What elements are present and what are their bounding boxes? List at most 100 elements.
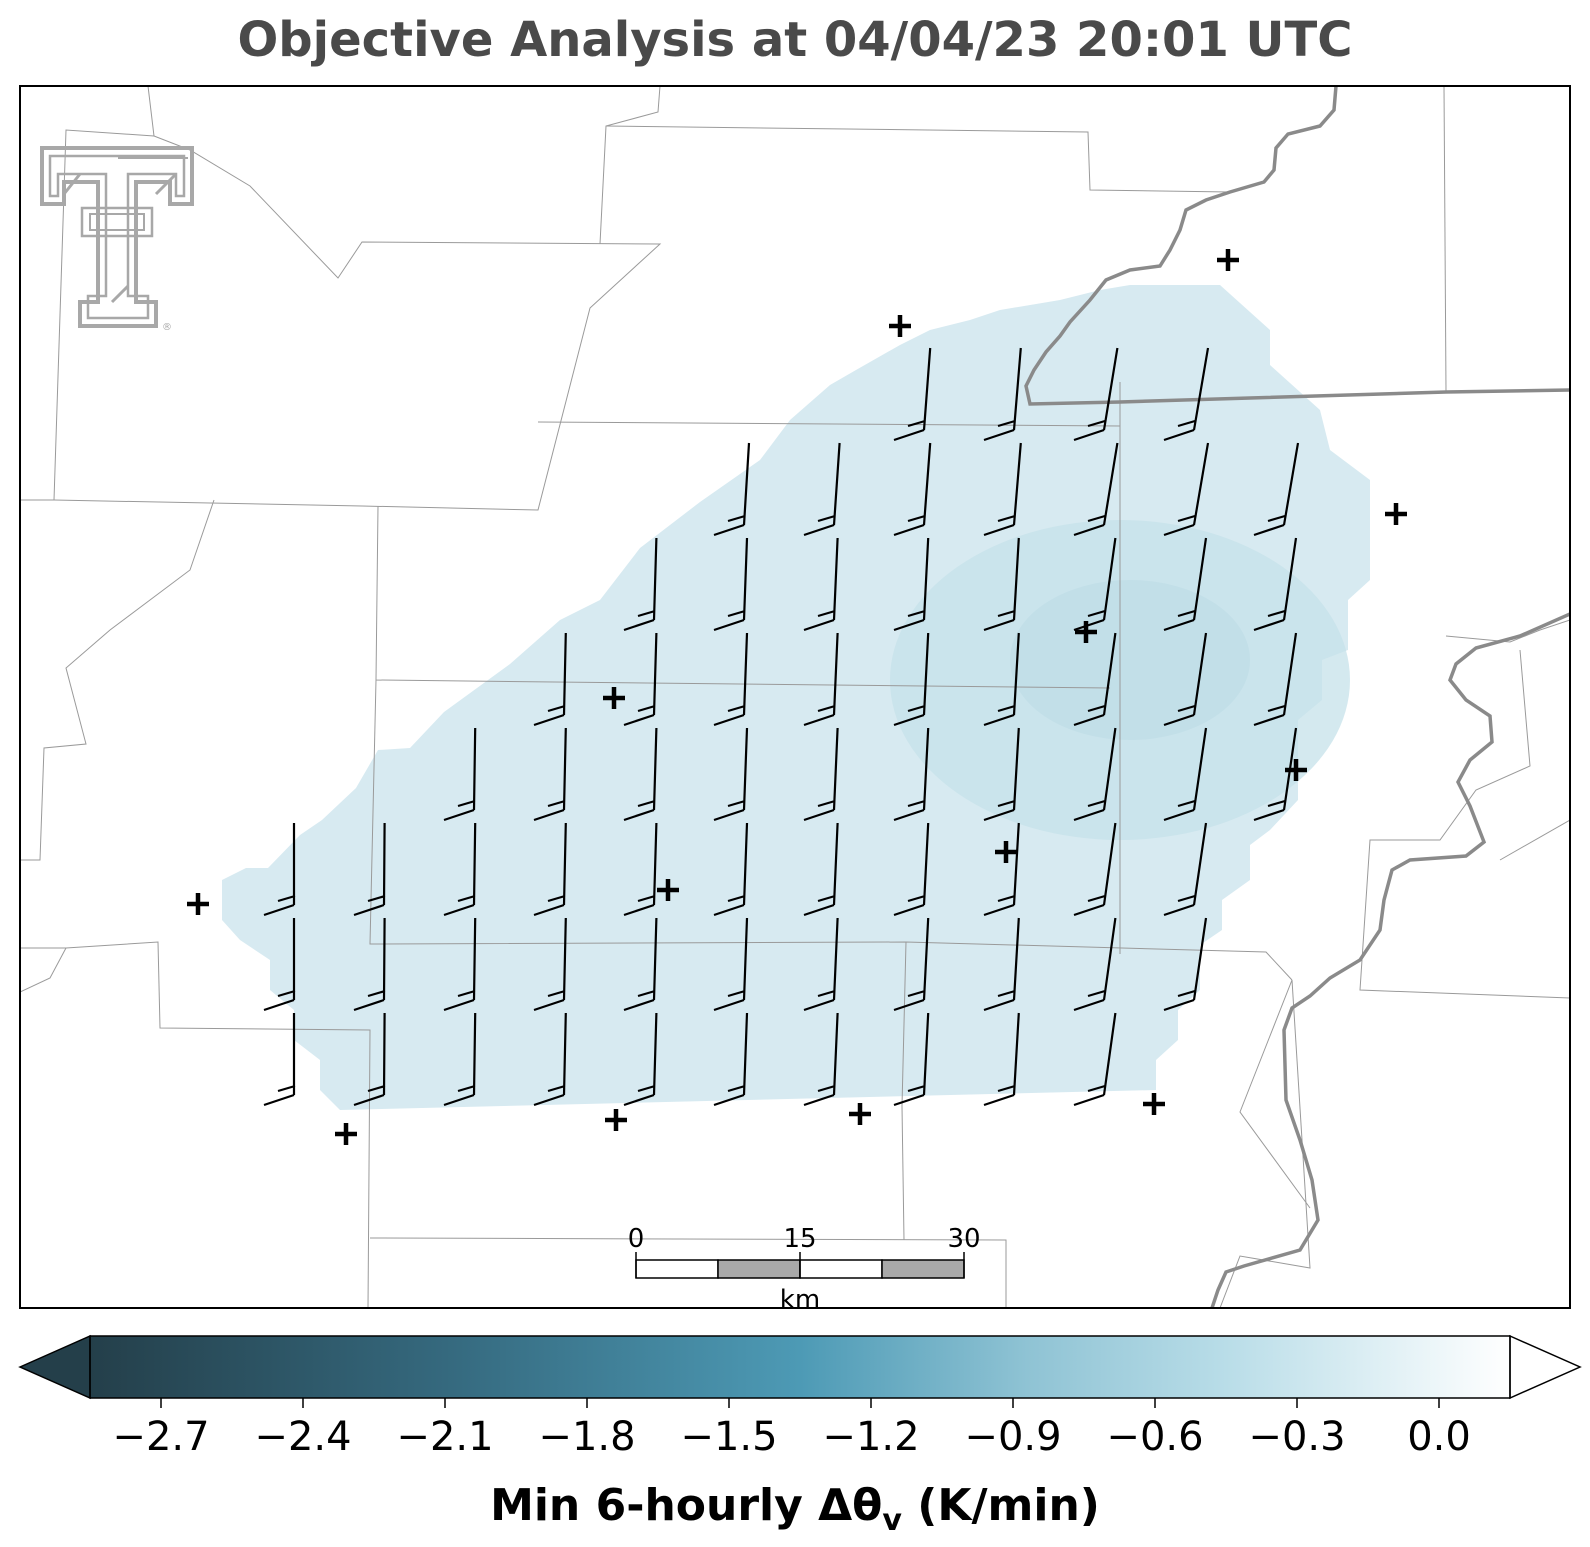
wind-barb [713, 632, 749, 727]
wind-barb [443, 727, 477, 822]
wind-barb [893, 727, 930, 822]
scale-bar: 0 15 30 km [628, 1224, 981, 1315]
station-marker [1285, 759, 1307, 781]
wind-barb [1073, 822, 1117, 917]
wind-barb [353, 822, 386, 917]
wind-barb [1073, 727, 1117, 822]
map-frame [19, 85, 1571, 1309]
wind-barb [533, 917, 567, 1012]
colorbar-tick-label: −1.5 [680, 1414, 777, 1460]
wind-barb [1163, 442, 1210, 537]
wind-barb [263, 1013, 296, 1107]
wind-barb [533, 727, 567, 822]
wind-barb [983, 822, 1020, 917]
wind-barb [623, 822, 658, 917]
wind-barb [983, 537, 1020, 632]
station-marker [187, 893, 209, 915]
wind-barb [803, 1012, 839, 1107]
wind-barb [1253, 632, 1298, 727]
wind-barb [443, 1012, 477, 1107]
wind-barb [263, 823, 296, 917]
colorbar-tick-label: −1.8 [538, 1414, 635, 1460]
wind-barb [1163, 632, 1208, 727]
wind-barb [893, 537, 930, 632]
wind-barb [1073, 442, 1119, 537]
colorbar-extend-max [1509, 1334, 1582, 1400]
wind-barb [1073, 537, 1117, 632]
wind-barb [713, 537, 749, 632]
wind-barb [353, 917, 386, 1012]
wind-barb [893, 1012, 930, 1107]
station-marker [1385, 503, 1407, 525]
wind-barb [1163, 347, 1210, 442]
wind-barb [1073, 632, 1117, 727]
wind-barb [803, 632, 839, 727]
station-marker [849, 1103, 871, 1125]
map-title: Objective Analysis at 04/04/23 20:01 UTC [237, 12, 1353, 68]
wind-barb [443, 917, 477, 1012]
wind-barb [893, 632, 930, 727]
colorbar-extend-min [18, 1334, 91, 1400]
colorbar-tick-label: 0.0 [1407, 1414, 1471, 1460]
wind-barb [1163, 917, 1208, 1012]
wind-barb [623, 727, 658, 822]
wind-barb [713, 917, 749, 1012]
station-marker [1217, 249, 1239, 271]
wind-barb [893, 822, 930, 917]
colorbar-tick-label: −0.9 [964, 1414, 1061, 1460]
registered-mark: ® [162, 322, 172, 333]
wind-barb [1253, 442, 1300, 537]
scale-label-30: 30 [947, 1224, 980, 1254]
wind-barb [623, 917, 658, 1012]
station-marker [605, 1109, 627, 1131]
wind-barb [1253, 537, 1298, 632]
wind-barb [803, 442, 841, 537]
station-marker [889, 315, 911, 337]
station-marker [995, 841, 1017, 863]
station-marker [603, 687, 625, 709]
colorbar-tick-label: −0.6 [1106, 1414, 1203, 1460]
wind-barb [803, 727, 839, 822]
colorbar-label: Min 6-hourly Δθv (K/min) [490, 1480, 1100, 1538]
wind-barb [353, 1012, 386, 1107]
station-marker [335, 1123, 357, 1145]
wind-barb [1073, 347, 1119, 442]
wind-barbs [263, 347, 1300, 1107]
wind-barb [263, 918, 296, 1012]
analysis-inner-core [1010, 580, 1250, 740]
wind-barb [1163, 537, 1208, 632]
wind-barb [893, 442, 932, 537]
wind-barb [1073, 1012, 1117, 1107]
wind-barb [893, 347, 932, 442]
wind-barb [983, 347, 1022, 442]
wind-barb [713, 822, 749, 917]
wind-barb [893, 917, 930, 1012]
scale-unit: km [780, 1285, 820, 1315]
colorbar-tick-label: −1.2 [822, 1414, 919, 1460]
wind-barb [713, 442, 751, 537]
station-marker [657, 879, 679, 901]
wind-barb [1163, 822, 1208, 917]
wind-barb [533, 632, 567, 727]
wind-barb [983, 1012, 1020, 1107]
colorbar-body [90, 1336, 1510, 1398]
wind-barb [443, 822, 477, 917]
station-marker [1075, 621, 1097, 643]
scale-label-0: 0 [628, 1224, 645, 1254]
texas-tech-double-t-logo [40, 146, 194, 328]
scale-label-15: 15 [783, 1224, 816, 1254]
wind-barb [713, 1012, 749, 1107]
wind-barb [623, 537, 658, 632]
wind-barb [533, 1012, 567, 1107]
wind-barb [803, 822, 839, 917]
colorbar-tick-label: −2.7 [112, 1414, 209, 1460]
colorbar-tick-label: −2.4 [254, 1414, 351, 1460]
wind-barb [983, 727, 1020, 822]
colorbar-tick-label: −2.1 [396, 1414, 493, 1460]
wind-barb [983, 442, 1022, 537]
state-borders [1024, 86, 1570, 1308]
wind-barb [803, 917, 839, 1012]
analysis-shading [222, 285, 1370, 1110]
wind-barb [533, 822, 567, 917]
